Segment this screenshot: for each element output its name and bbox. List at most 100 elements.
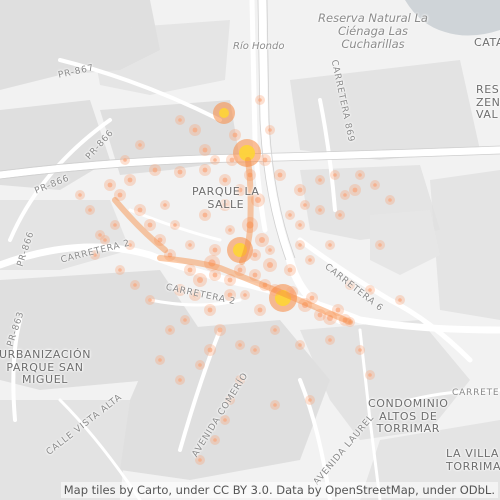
heat-point (178, 378, 182, 382)
heat-point (237, 187, 243, 193)
heat-point (373, 183, 377, 187)
heat-point (213, 158, 217, 162)
heat-point (252, 272, 258, 278)
heat-point (227, 277, 233, 283)
heat-point (229, 157, 235, 163)
heat-point (318, 178, 322, 182)
heat-point (308, 258, 312, 262)
heat-point (223, 418, 227, 422)
heat-point (258, 98, 262, 102)
heat-point (238, 343, 242, 347)
heat-point (98, 233, 102, 237)
heat-point (268, 128, 272, 132)
heat-hotspot (239, 145, 255, 161)
heat-hotspot (219, 108, 229, 118)
heat-point (78, 193, 82, 197)
heat-point (127, 177, 133, 183)
heat-point (253, 348, 257, 352)
heat-point (157, 237, 163, 243)
heat-point (333, 173, 337, 177)
label-carretera-r: CARRETE (452, 388, 500, 398)
heat-point (238, 378, 242, 382)
heat-point (88, 208, 92, 212)
heat-point (168, 328, 172, 332)
heat-point (297, 187, 303, 193)
heat-point (348, 320, 352, 324)
heat-point (243, 293, 247, 297)
label-cata: CATA (474, 36, 500, 49)
heat-point (198, 458, 202, 462)
heat-point (222, 202, 228, 208)
heat-point (302, 302, 308, 308)
heat-point (303, 203, 307, 207)
heat-point (107, 182, 113, 188)
heat-point (368, 288, 372, 292)
heat-point (188, 243, 192, 247)
heat-point (368, 373, 372, 377)
heat-streak (157, 255, 353, 325)
heat-point (167, 252, 173, 258)
heat-point (177, 287, 183, 293)
heat-point (268, 248, 272, 252)
heat-point (252, 252, 258, 258)
heat-point (208, 259, 216, 267)
heat-point (262, 282, 268, 288)
heat-streak (239, 157, 254, 265)
heat-point (178, 118, 182, 122)
heat-point (138, 143, 142, 147)
heat-point (348, 283, 352, 287)
heat-point (227, 292, 233, 298)
heat-point (113, 223, 117, 227)
heat-point (298, 343, 302, 347)
heat-point (222, 177, 228, 183)
heat-point (212, 272, 218, 278)
heat-point (247, 172, 253, 178)
heat-streak (112, 197, 168, 253)
label-reserva: Reserva Natural La Ciénaga Las Cucharill… (318, 11, 428, 52)
heat-point (277, 172, 283, 178)
heat-point (273, 403, 277, 407)
heat-point (207, 347, 213, 353)
heat-point (343, 193, 347, 197)
heat-point (173, 223, 177, 227)
heat-point (103, 238, 107, 242)
heat-point (198, 363, 202, 367)
heat-point (255, 197, 261, 203)
heat-point (288, 213, 292, 217)
heat-hotspot (275, 290, 291, 306)
heat-point (318, 208, 322, 212)
heat-point (148, 298, 152, 302)
heat-point (328, 243, 332, 247)
heat-point (398, 298, 402, 302)
heat-point (128, 243, 132, 247)
heat-point (246, 221, 254, 229)
heat-point (308, 398, 312, 402)
heat-point (378, 243, 382, 247)
heat-point (177, 169, 183, 175)
heat-point (262, 157, 268, 163)
heat-point (228, 398, 232, 402)
heat-point (358, 173, 362, 177)
heat-point (327, 315, 333, 321)
heat-point (192, 127, 198, 133)
heat-point (317, 312, 323, 318)
heat-point (267, 262, 273, 268)
heat-hotspot (233, 243, 247, 257)
heat-point (257, 307, 263, 313)
heat-point (163, 203, 167, 207)
heat-point (217, 327, 223, 333)
label-resi: RESI ZEN VAL (476, 83, 500, 122)
heat-point (187, 267, 193, 273)
heat-point (123, 158, 127, 162)
heat-point (237, 267, 243, 273)
label-altos-de-torrimar: CONDOMINIO ALTOS DE TORRIMAR (368, 397, 449, 436)
heat-point (388, 198, 392, 202)
heat-point (228, 228, 232, 232)
heat-point (298, 243, 302, 247)
label-rio-hondo: Río Hondo (233, 41, 285, 52)
heat-point (289, 289, 295, 295)
heat-point (137, 207, 143, 213)
heat-point (259, 237, 265, 243)
heatmap-layer (75, 95, 405, 465)
